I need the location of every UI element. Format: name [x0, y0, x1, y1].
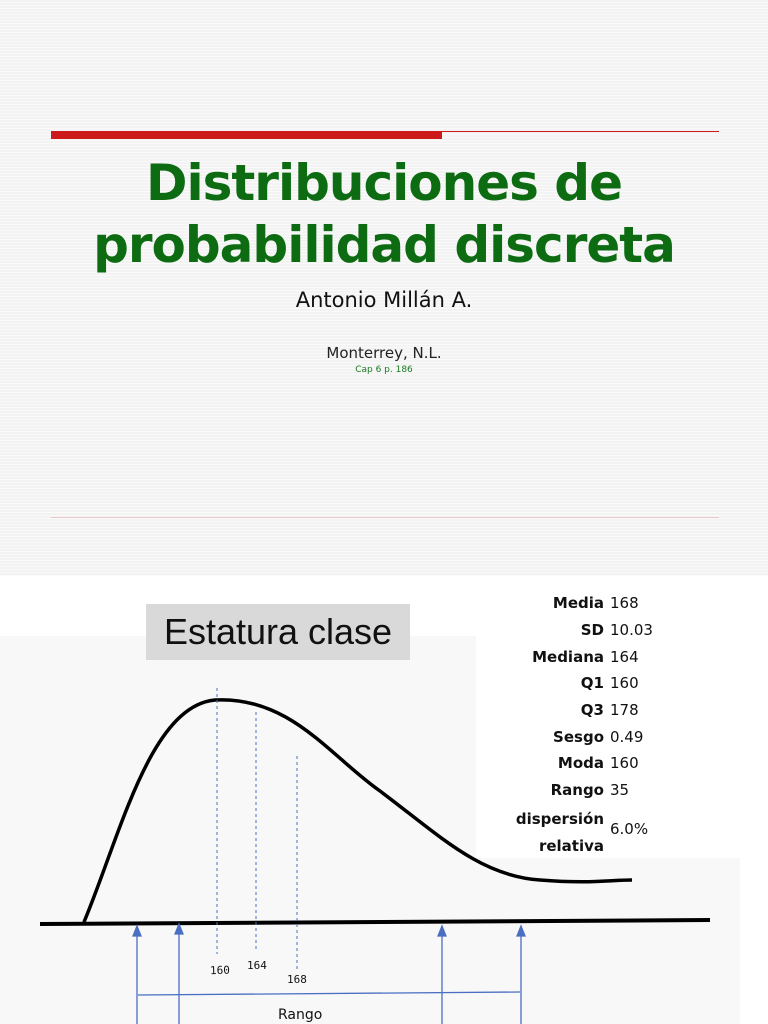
stat-label: Q1 — [580, 674, 604, 692]
rango-span — [137, 991, 521, 996]
distribution-diagram: 160 164 168 Rango — [39, 688, 711, 1024]
label-mediana: 164 — [247, 959, 267, 972]
stat-value: 6.0% — [610, 820, 649, 838]
stat-row-moda: Moda 160 — [476, 754, 740, 780]
stat-value: 160 — [610, 674, 639, 692]
stat-label: Sesgo — [553, 728, 604, 746]
stat-value: 10.03 — [610, 621, 653, 639]
arrow-q1-head — [174, 922, 184, 935]
title-line-2: probabilidad discreta — [93, 216, 676, 274]
stat-label: Rango — [550, 781, 604, 799]
stat-label: dispersión relativa — [516, 806, 604, 860]
stat-value: 160 — [610, 754, 639, 772]
stat-row-mediana: Mediana 164 — [476, 648, 740, 674]
arrow-q3-head — [437, 924, 447, 937]
stat-label: Media — [552, 594, 604, 612]
stat-label: Moda — [557, 754, 604, 772]
location: Monterrey, N.L. — [326, 344, 442, 362]
stat-label: Mediana — [532, 648, 604, 666]
slide-heading: Estatura clase — [146, 604, 410, 660]
divider-line — [51, 517, 719, 518]
rango-label: Rango — [278, 1007, 322, 1023]
arrows — [132, 922, 526, 1024]
stat-row-rango: Rango 35 — [476, 781, 740, 807]
stat-value: 168 — [610, 594, 639, 612]
stat-value: 164 — [610, 648, 639, 666]
stat-value: 35 — [610, 781, 630, 799]
stats-table: Media 168 SD 10.03 Mediana 164 Q1 160 Q3… — [476, 588, 740, 858]
author-name: Antonio Millán A. — [295, 288, 473, 312]
title-slide: Distribuciones de probabilidad discreta … — [0, 0, 768, 576]
distribution-curve — [82, 698, 633, 923]
stat-row-dispersion: dispersión relativa 6.0% — [476, 806, 740, 862]
chapter-reference: Cap 6 p. 186 — [355, 365, 413, 375]
label-moda: 160 — [210, 964, 230, 978]
slide-title: Distribuciones de probabilidad discreta — [0, 152, 768, 276]
accent-line — [442, 131, 719, 132]
stat-label-line-1: dispersión — [515, 810, 604, 828]
stat-row-sesgo: Sesgo 0.49 — [476, 728, 740, 754]
stat-row-q3: Q3 178 — [476, 701, 740, 727]
stat-value: 178 — [610, 701, 639, 719]
stat-row-q1: Q1 160 — [476, 674, 740, 700]
stat-label: SD — [580, 621, 604, 639]
arrow-min-head — [132, 924, 142, 937]
height-distribution-slide: 160 164 168 Rango Estatura clase Media 1… — [0, 576, 768, 1024]
arrow-max-head — [516, 924, 526, 937]
stat-value: 0.49 — [610, 728, 644, 746]
stat-label: Q3 — [580, 701, 604, 719]
stat-label-line-2: relativa — [538, 837, 604, 855]
stat-row-media: Media 168 — [476, 594, 740, 620]
label-media: 168 — [287, 973, 307, 986]
title-line-1: Distribuciones de — [146, 154, 623, 212]
accent-bar — [51, 131, 442, 139]
baseline — [39, 918, 711, 926]
stat-row-sd: SD 10.03 — [476, 621, 740, 647]
